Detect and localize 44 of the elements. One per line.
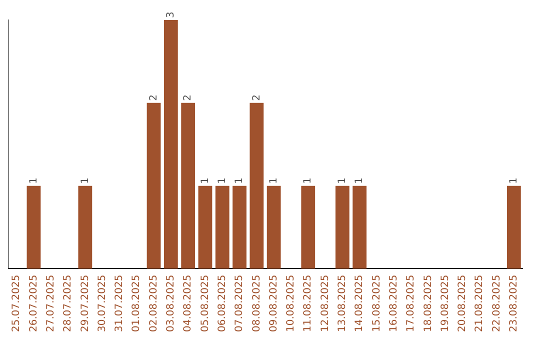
x-tick-label: 16.08.2025	[388, 274, 400, 332]
x-tick-label: 25.07.2025	[11, 274, 22, 332]
data-label: 2	[251, 94, 262, 101]
x-tick-label: 27.07.2025	[45, 274, 56, 332]
x-tick-label: 18.08.2025	[422, 274, 434, 332]
x-tick-label: 14.08.2025	[354, 274, 366, 332]
x-tick-label: 15.08.2025	[371, 274, 382, 332]
x-tick-label: 19.08.2025	[440, 274, 451, 332]
data-label: 1	[216, 177, 228, 184]
x-tick-label: 02.08.2025	[148, 274, 160, 332]
x-tick-label: 22.08.2025	[491, 274, 502, 332]
data-label: 3	[166, 12, 177, 18]
x-tick-label: 06.08.2025	[216, 274, 228, 332]
x-tick-label: 09.08.2025	[268, 274, 280, 332]
data-label: 1	[508, 177, 520, 184]
x-tick-label: 28.07.2025	[62, 274, 74, 332]
x-tick-label: 05.08.2025	[200, 274, 211, 332]
data-label: 2	[148, 94, 160, 101]
data-label: 1	[268, 177, 280, 184]
data-label: 1	[234, 177, 246, 184]
data-label: 1	[337, 177, 348, 184]
x-tick-label: 11.08.2025	[302, 274, 314, 332]
x-tick-label: 30.07.2025	[96, 274, 108, 332]
x-tick-label: 23.08.2025	[508, 274, 520, 332]
x-tick-label: 12.08.2025	[320, 274, 331, 332]
x-tick-label: 01.08.2025	[131, 274, 142, 332]
x-tick-label: 29.07.2025	[80, 274, 91, 332]
x-tick-label: 03.08.2025	[166, 274, 177, 332]
data-label: 2	[182, 94, 194, 101]
data-label: 1	[80, 177, 91, 184]
x-tick-label: 31.07.2025	[114, 274, 126, 332]
x-tick-label: 13.08.2025	[337, 274, 348, 332]
x-tick-label: 26.07.2025	[28, 274, 40, 332]
x-tick-label: 04.08.2025	[182, 274, 194, 332]
x-tick-label: 21.08.2025	[474, 274, 486, 332]
data-label: 1	[354, 177, 366, 184]
data-label: 1	[200, 177, 211, 184]
x-tick-label: 08.08.2025	[251, 274, 262, 332]
data-label: 1	[28, 177, 40, 184]
x-tick-label: 07.08.2025	[234, 274, 246, 332]
x-tick-label: 17.08.2025	[406, 274, 417, 332]
x-tick-label: 20.08.2025	[457, 274, 468, 332]
data-label: 1	[302, 177, 314, 184]
x-tick-label: 10.08.2025	[286, 274, 297, 332]
